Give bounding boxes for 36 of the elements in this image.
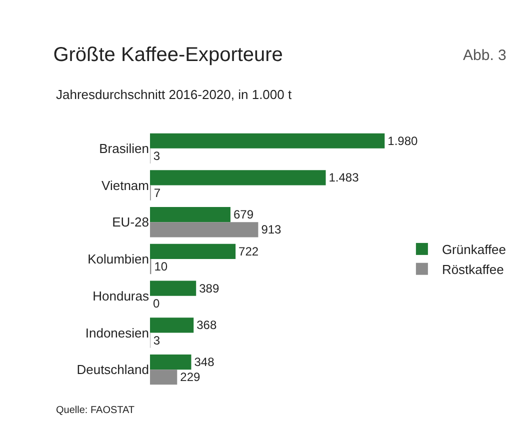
y-tick-label: Deutschland [76,362,149,378]
y-tick-label: Honduras [92,288,150,304]
data-label: 3 [153,333,160,348]
y-tick-label: Kolumbien [88,252,149,267]
data-label: 229 [180,370,200,384]
chart-subtitle: Jahresdurchschnitt 2016-2020, in 1.000 t [56,87,292,102]
bar [150,170,326,186]
chart-title: Größte Kaffee-Exporteure [53,44,283,66]
bar [150,280,196,296]
y-tick-label: Indonesien [85,325,149,340]
data-label: 1.483 [328,170,360,185]
data-label: 348 [194,355,215,370]
data-label: 0 [153,296,160,310]
bar [150,133,385,148]
y-tick-label: Brasilien [99,140,149,156]
bar [150,354,192,370]
data-label: 10 [154,260,168,274]
caption: Abb. 3 [463,47,506,64]
data-label: 3 [153,148,160,163]
data-label: 389 [199,281,220,296]
bar [150,318,194,333]
legend-label: Röstkaffee [442,262,504,277]
data-label: 679 [233,208,254,222]
data-label: 1.980 [388,134,418,148]
legend-label: Grünkaffee [442,242,506,258]
bar [150,207,230,222]
bar [150,370,178,385]
data-label: 368 [196,318,217,332]
source-note: Quelle: FAOSTAT [56,405,135,416]
data-label: 7 [154,186,161,200]
data-label: 913 [261,222,282,237]
y-tick-label: EU-28 [112,214,149,230]
bar [150,222,258,238]
bar [150,244,236,259]
y-tick-label: Vietnam [102,178,149,193]
data-label: 722 [238,244,259,258]
